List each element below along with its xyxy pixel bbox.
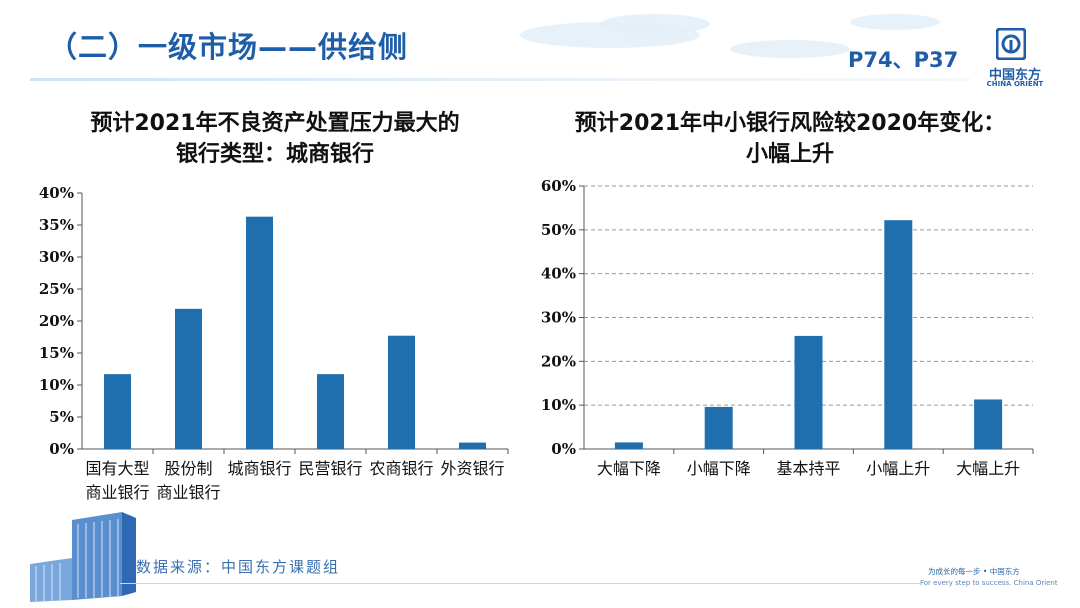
- left-bar: [388, 335, 415, 449]
- slogan-cn: 为成长的每一步 • 中国东方: [928, 567, 1020, 576]
- right-chart-title-line1: 预计2021年中小银行风险较2020年变化：: [574, 111, 1006, 136]
- right-bar: [794, 335, 823, 449]
- left-bar: [175, 308, 202, 449]
- right-chart-title-line2: 小幅上升: [745, 142, 834, 167]
- right-bar: [884, 220, 913, 449]
- left-category-label: 外资银行: [440, 459, 504, 478]
- left-category-label: 股份制: [164, 459, 212, 478]
- right-ytick-label: 40%: [541, 265, 576, 283]
- left-ytick-label: 30%: [39, 248, 74, 266]
- china-orient-logo-icon: [996, 28, 1026, 60]
- left-bar: [459, 442, 486, 449]
- right-category-label: 大幅上升: [956, 459, 1020, 478]
- right-ytick-label: 50%: [541, 221, 576, 239]
- right-bar: [974, 399, 1003, 449]
- logo-text-cn: 中国东方: [988, 68, 1041, 83]
- left-ytick-label: 10%: [39, 376, 74, 394]
- right-ytick-label: 30%: [541, 309, 576, 327]
- left-category-label: 商业银行: [85, 483, 149, 502]
- left-bar: [246, 216, 273, 449]
- left-category-label: 商业银行: [156, 483, 220, 502]
- right-ytick-label: 20%: [541, 352, 576, 370]
- cloud-decoration: [600, 14, 710, 34]
- right-category-label: 小幅上升: [866, 459, 930, 478]
- left-ytick-label: 0%: [49, 440, 74, 458]
- logo-text-en: CHINA ORIENT: [986, 80, 1044, 88]
- slogan-en: For every step to success. China Orient: [920, 579, 1058, 587]
- data-source: 数据来源：中国东方课题组: [136, 558, 341, 576]
- right-ytick-label: 10%: [541, 396, 576, 414]
- left-ytick-label: 20%: [39, 312, 74, 330]
- cloud-decoration: [850, 14, 940, 30]
- left-chart-title: 预计2021年不良资产处置压力最大的 银行类型：城商银行: [40, 108, 510, 170]
- right-category-label: 基本持平: [776, 459, 840, 478]
- left-category-label: 城商银行: [227, 459, 291, 478]
- left-category-label: 农商银行: [369, 459, 433, 478]
- left-ytick-label: 15%: [39, 344, 74, 362]
- right-bar: [704, 406, 733, 449]
- left-bar: [317, 374, 344, 449]
- page-reference: P74、P37: [848, 48, 959, 72]
- footer-rule: [120, 583, 920, 584]
- left-category-label: 国有大型: [85, 459, 149, 478]
- right-bar: [614, 442, 643, 449]
- left-chart-title-line1: 预计2021年不良资产处置压力最大的: [90, 111, 460, 136]
- right-chart-title: 预计2021年中小银行风险较2020年变化： 小幅上升: [530, 108, 1050, 170]
- right-category-label: 小幅下降: [687, 459, 751, 478]
- building-illustration: [30, 512, 136, 602]
- left-ytick-label: 35%: [39, 216, 74, 234]
- cloud-decoration: [730, 40, 850, 58]
- page-title: （二）一级市场——供给侧: [48, 30, 409, 64]
- right-ytick-label: 60%: [541, 177, 576, 195]
- left-chart-title-line2: 银行类型：城商银行: [175, 142, 374, 167]
- left-bar: [104, 374, 131, 449]
- right-ytick-label: 0%: [551, 440, 576, 458]
- left-category-label: 民营银行: [298, 459, 362, 478]
- left-ytick-label: 25%: [39, 280, 74, 298]
- header-rule: [30, 78, 970, 81]
- left-ytick-label: 40%: [39, 184, 74, 202]
- left-ytick-label: 5%: [49, 408, 74, 426]
- right-category-label: 大幅下降: [597, 459, 661, 478]
